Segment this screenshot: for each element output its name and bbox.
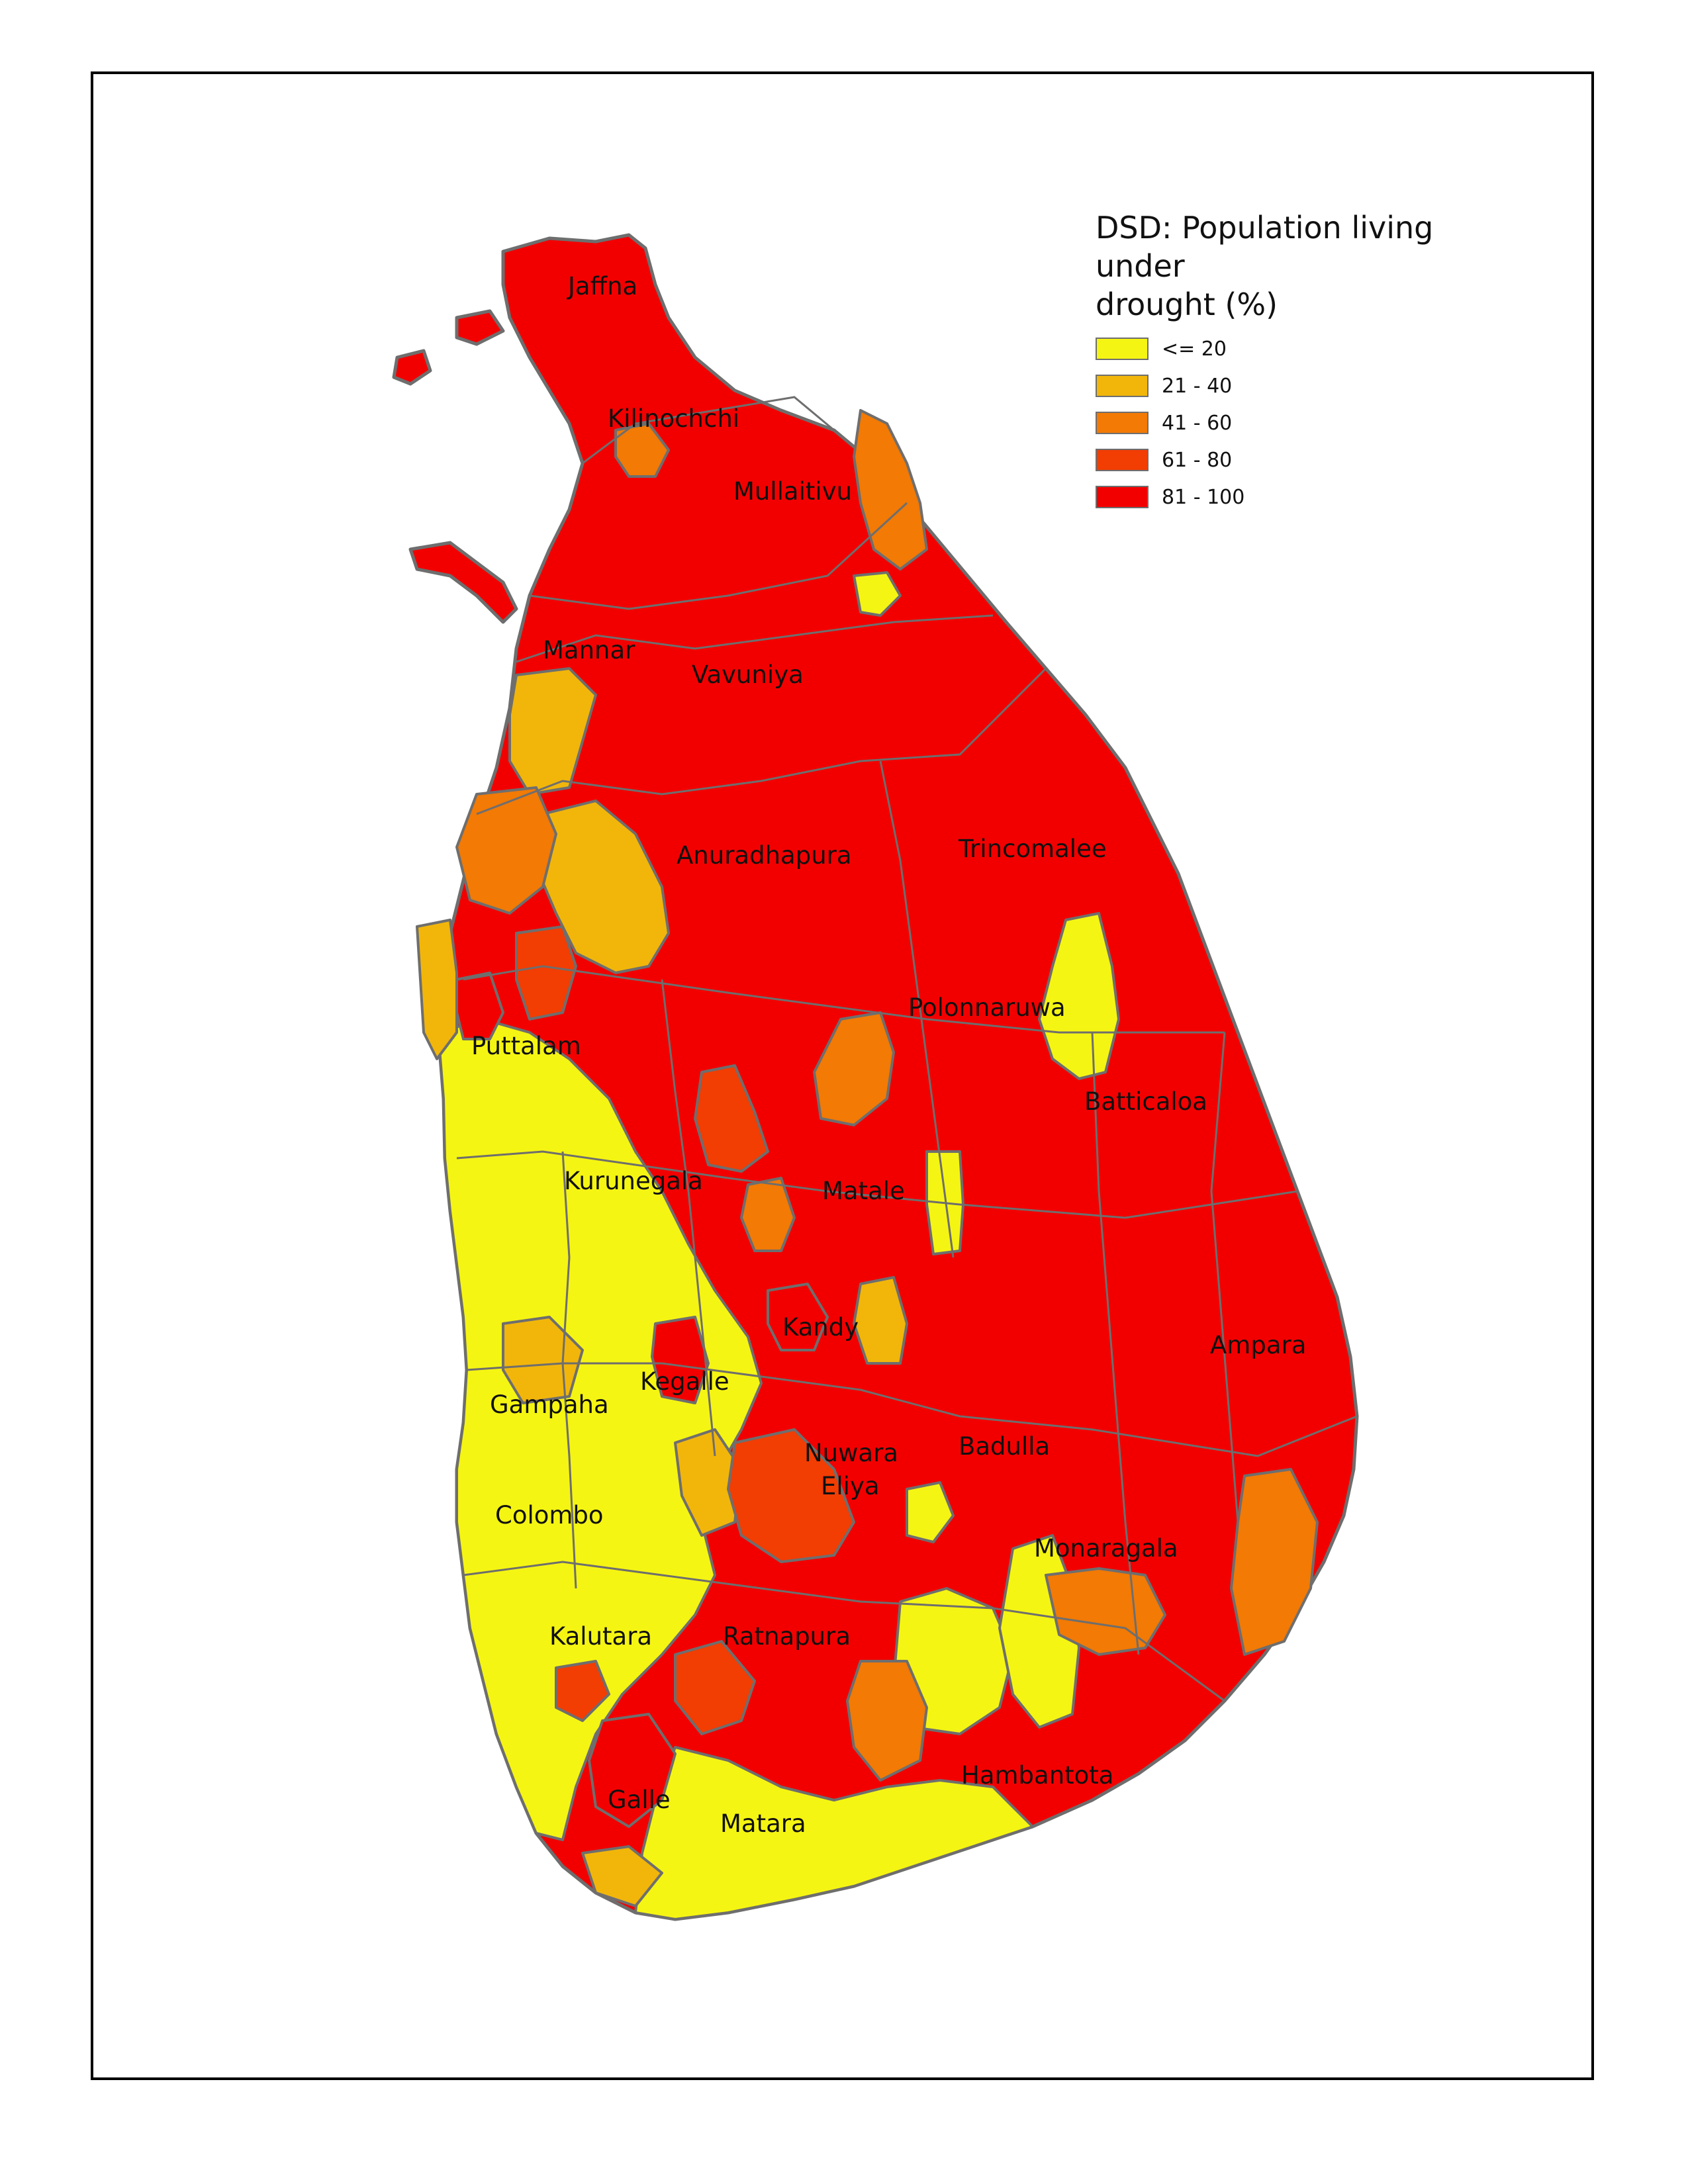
district-label-kegalle: Kegalle <box>640 1367 729 1396</box>
district-label-monaragala: Monaragala <box>1034 1534 1178 1563</box>
legend-title: DSD: Population living under drought (%) <box>1096 208 1526 324</box>
district-label-mannar: Mannar <box>543 636 635 664</box>
legend-item: 41 - 60 <box>1096 404 1526 441</box>
district-label-batticaloa: Batticaloa <box>1084 1087 1207 1116</box>
district-label-polonnaruwa: Polonnaruwa <box>908 993 1066 1022</box>
legend-item: 21 - 40 <box>1096 367 1526 404</box>
legend-title-line-1: DSD: Population living under <box>1096 210 1434 284</box>
legend-label: 21 - 40 <box>1162 374 1233 398</box>
district-label-nuwara-eliya: Nuwara Eliya <box>804 1439 906 1500</box>
drought-choropleth <box>416 409 1319 1921</box>
district-label-kurunegala: Kurunegala <box>564 1167 703 1195</box>
legend-label: <= 20 <box>1162 337 1227 361</box>
legend-swatch <box>1096 486 1149 508</box>
district-label-hambantota: Hambantota <box>961 1761 1113 1790</box>
legend-swatch <box>1096 449 1149 471</box>
legend-swatch <box>1096 412 1149 434</box>
legend-label: 41 - 60 <box>1162 411 1233 435</box>
district-label-ampara: Ampara <box>1210 1331 1306 1359</box>
district-label-matale: Matale <box>822 1177 905 1205</box>
district-label-puttalam: Puttalam <box>471 1032 581 1060</box>
legend-label: 61 - 80 <box>1162 448 1233 472</box>
district-label-trincomalee: Trincomalee <box>958 835 1107 863</box>
legend-item: 61 - 80 <box>1096 441 1526 478</box>
district-label-matara: Matara <box>720 1809 806 1838</box>
district-label-colombo: Colombo <box>495 1501 604 1529</box>
district-label-kilinochchi: Kilinochchi <box>608 404 739 433</box>
nuwara-eliya-line: Nuwara <box>804 1439 898 1467</box>
legend: DSD: Population living under drought (%)… <box>1096 208 1526 516</box>
legend-title-line-2: drought (%) <box>1096 287 1278 322</box>
nuwara-eliya-line: Eliya <box>821 1472 880 1500</box>
legend-item: 81 - 100 <box>1096 478 1526 516</box>
district-label-anuradhapura: Anuradhapura <box>677 841 852 870</box>
district-label-badulla: Badulla <box>959 1432 1050 1461</box>
district-label-gampaha: Gampaha <box>490 1390 609 1419</box>
district-label-kalutara: Kalutara <box>549 1622 652 1651</box>
legend-swatch <box>1096 375 1149 397</box>
district-label-mullaitivu: Mullaitivu <box>733 477 852 506</box>
district-label-vavuniya: Vavuniya <box>692 660 804 689</box>
district-label-galle: Galle <box>608 1786 671 1814</box>
legend-swatch <box>1096 338 1149 360</box>
district-label-ratnapura: Ratnapura <box>723 1622 851 1651</box>
legend-item: <= 20 <box>1096 330 1526 367</box>
legend-label: 81 - 100 <box>1162 485 1245 509</box>
district-label-kandy: Kandy <box>782 1313 859 1342</box>
district-boundaries <box>456 396 1358 1702</box>
district-label-jaffna: Jaffna <box>567 272 637 300</box>
